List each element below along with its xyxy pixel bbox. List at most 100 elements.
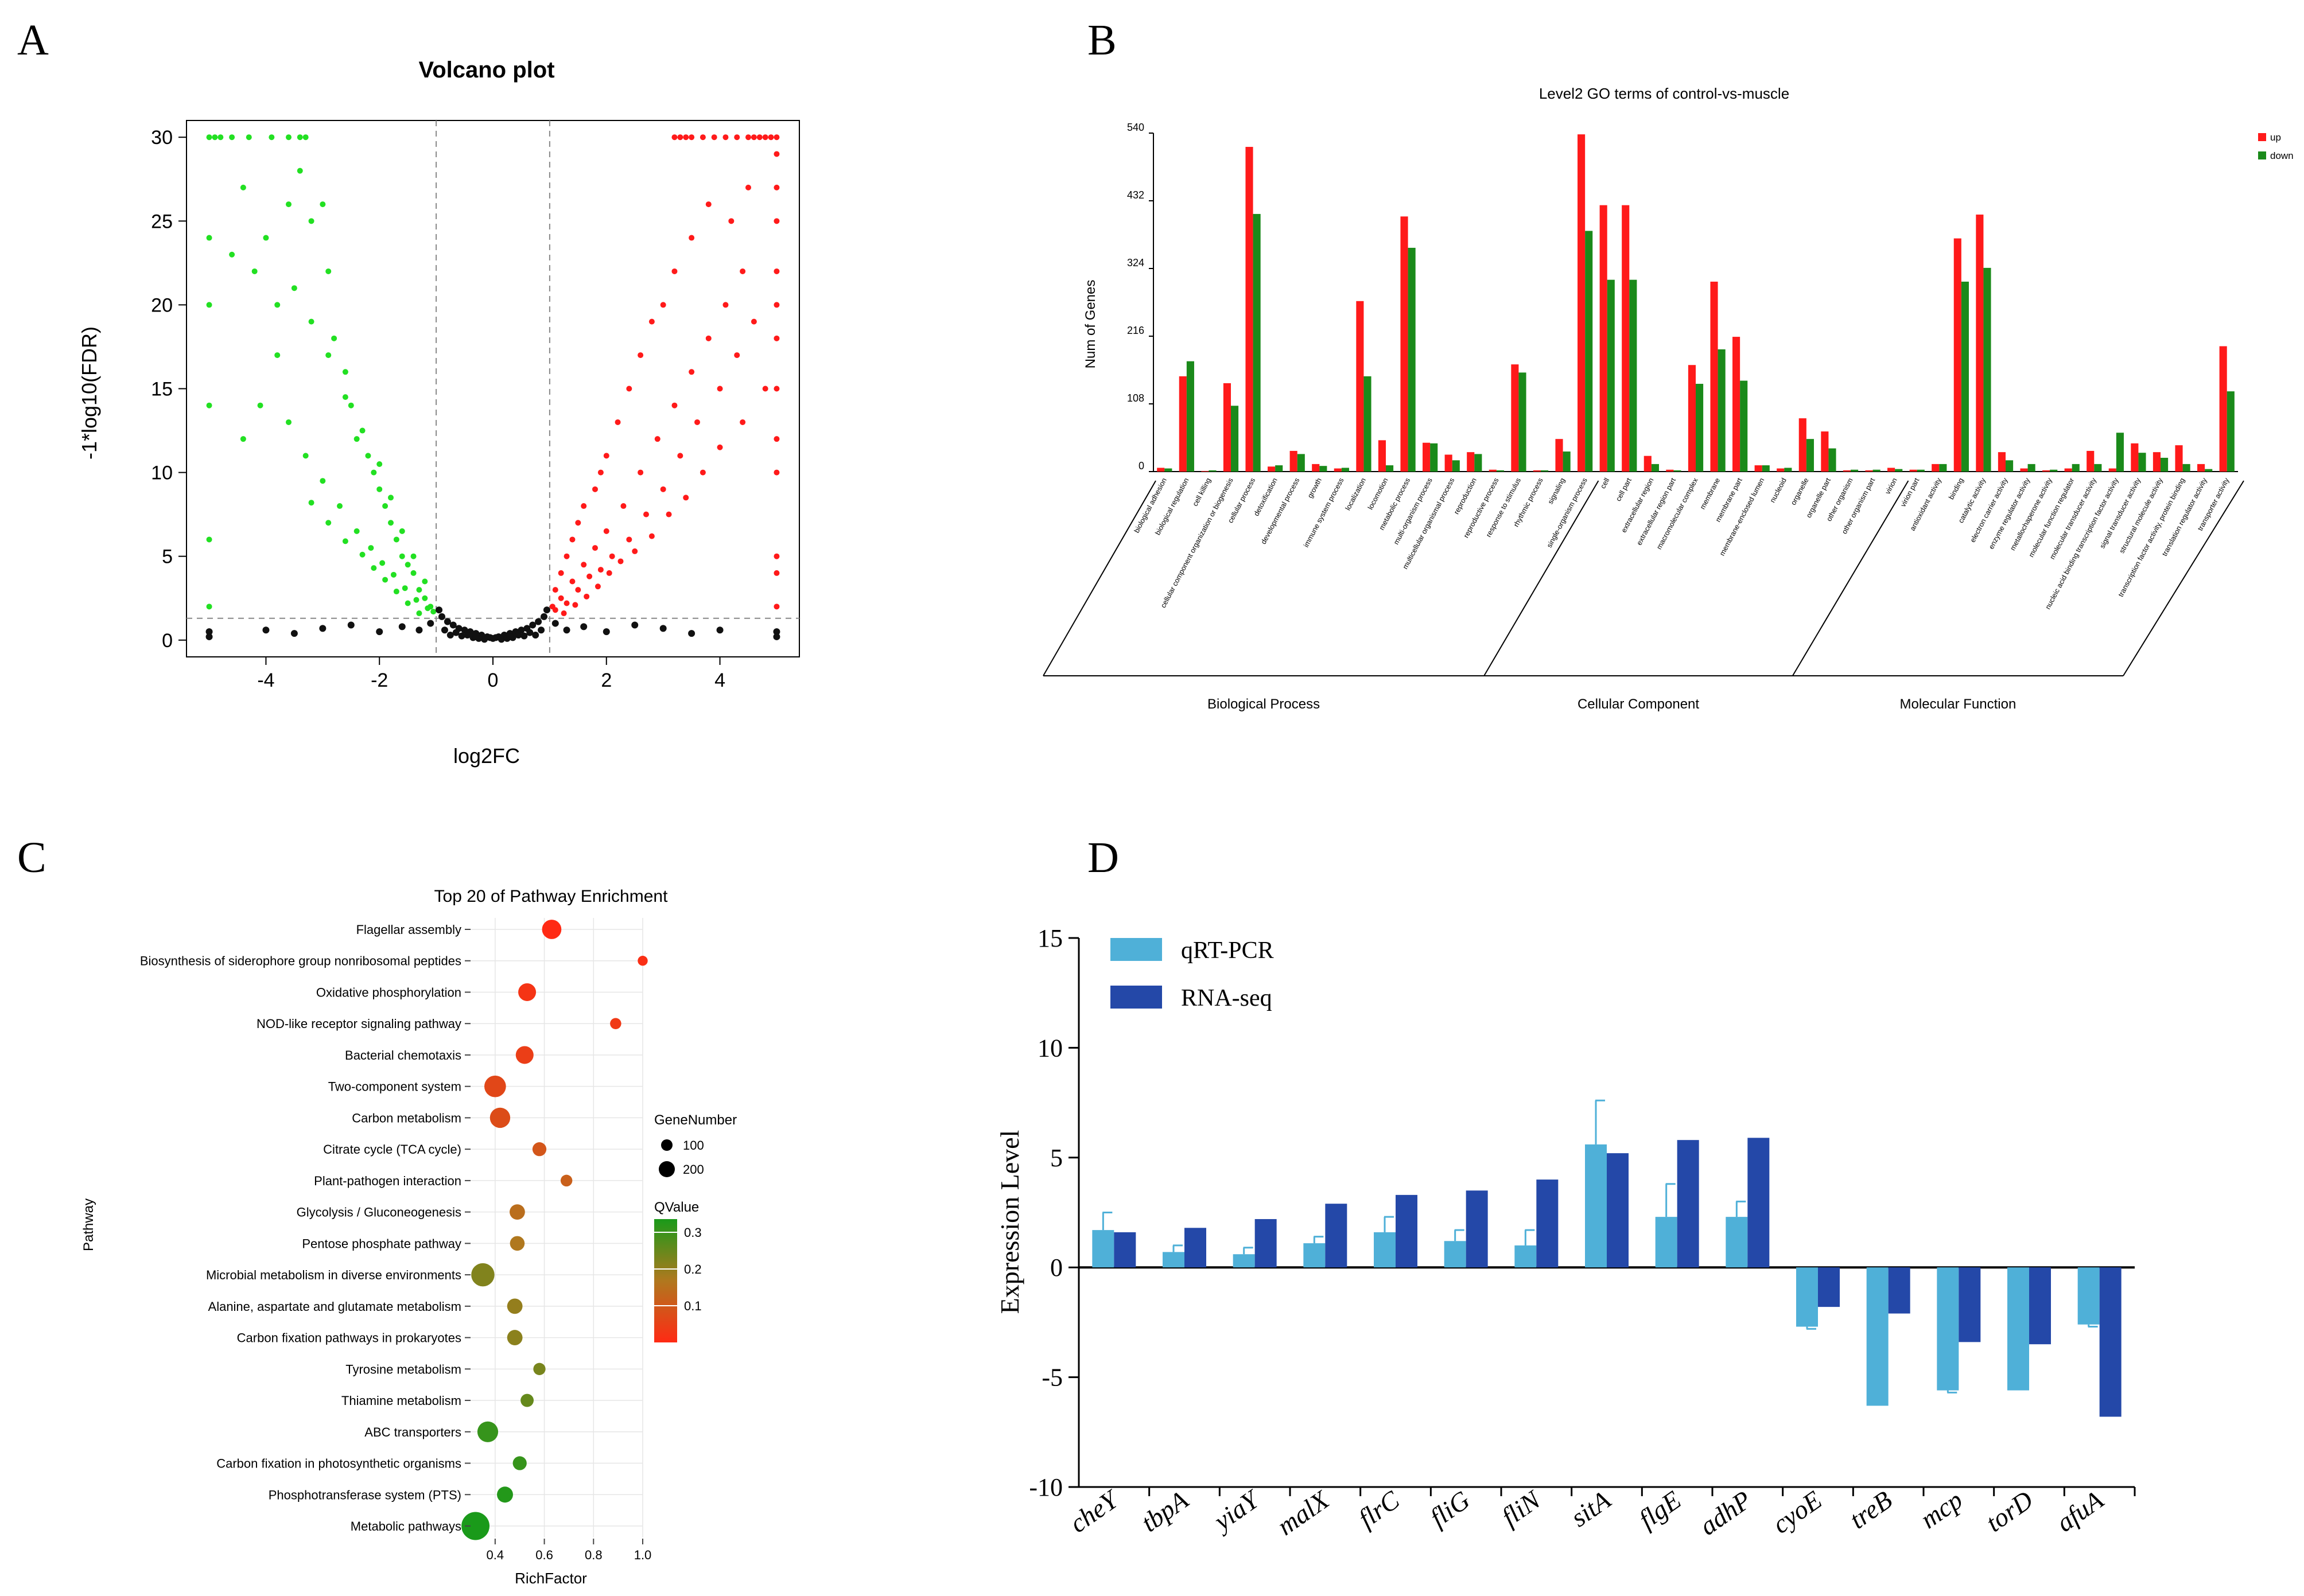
go-category-label: cell killing: [1191, 477, 1213, 508]
volcano-point-down: [240, 436, 246, 442]
pathway-point: [489, 1107, 511, 1128]
pathway-point: [497, 1486, 513, 1503]
pathway-point: [507, 1330, 523, 1345]
go-bar-down: [1917, 469, 1925, 472]
rnaseq-bar: [1396, 1194, 1417, 1268]
go-bar-down: [1341, 468, 1349, 472]
volcano-point-up: [774, 604, 780, 610]
volcano-point-up: [717, 386, 723, 392]
go-y-tick-label: 540: [1127, 122, 1144, 133]
go-groups: Biological Process Cellular Component Mole…: [1043, 480, 2244, 712]
volcano-point-ns: [415, 626, 423, 634]
volcano-point-up: [586, 573, 593, 579]
volcano-point-ns: [563, 626, 570, 634]
volcano-point-up: [745, 184, 751, 190]
rnaseq-bar: [1888, 1267, 1910, 1314]
volcano-point-down: [302, 134, 309, 141]
volcano-point-down: [229, 134, 235, 141]
volcano-point-ns: [464, 632, 471, 639]
volcano-point-up: [762, 386, 768, 392]
go-bar-up: [1511, 364, 1519, 472]
go-bar-down: [2050, 469, 2058, 472]
volcano-point-ns: [773, 633, 780, 640]
volcano-point-down: [390, 571, 397, 578]
rnaseq-bar: [1536, 1180, 1559, 1268]
go-bar-up: [2153, 452, 2161, 472]
go-category-label: nucleoid: [1769, 477, 1788, 504]
pathway-label: Phosphotransferase system (PTS): [269, 1488, 461, 1502]
volcano-point-ns: [543, 606, 550, 614]
volcano-point-down: [393, 536, 399, 543]
go-bar-down: [1895, 469, 1903, 472]
volcano-point-ns: [551, 620, 559, 627]
go-bar-up: [2042, 470, 2050, 472]
volcano-point-up: [734, 134, 740, 141]
volcano-point-up: [740, 419, 746, 425]
volcano-point-up: [774, 386, 780, 392]
volcano-x-tick-label: 0: [488, 669, 499, 691]
pathway-point: [461, 1512, 490, 1540]
go-bar-down: [1828, 448, 1836, 472]
volcano-point-up: [734, 352, 740, 359]
go-bar-up: [1223, 383, 1231, 472]
go-category-label: signaling: [1547, 477, 1567, 505]
volcano-point-up: [660, 302, 666, 308]
volcano-point-up: [581, 562, 587, 568]
volcano-point-ns: [526, 629, 534, 636]
go-bar-down: [1430, 443, 1438, 472]
go-bar-down: [2027, 464, 2035, 472]
go-bar-down: [2205, 469, 2213, 472]
volcano-point-down: [286, 201, 292, 208]
volcano-point-down: [416, 587, 422, 593]
volcano-point-down: [388, 495, 394, 501]
volcano-point-ns: [436, 606, 443, 614]
volcano-point-down: [359, 551, 366, 558]
go-bar-down: [1496, 470, 1504, 472]
volcano-point-down: [422, 595, 428, 601]
pathway-label: Carbon fixation in photosynthetic organi…: [216, 1457, 461, 1471]
volcano-point-up: [648, 533, 655, 539]
volcano-point-ns: [535, 618, 542, 625]
panel-letter-b: B: [1087, 16, 1117, 64]
volcano-point-down: [297, 134, 303, 141]
qpcr-bar: [2007, 1267, 2029, 1391]
go-bar-up: [1489, 469, 1497, 472]
pathway-point: [520, 1393, 534, 1407]
volcano-point-up: [654, 436, 660, 442]
pathway-label: NOD-like receptor signaling pathway: [257, 1017, 461, 1031]
volcano-point-up: [603, 453, 609, 459]
volcano-point-down: [206, 134, 212, 141]
go-ylabel: Num of Genes: [1083, 280, 1098, 369]
volcano-point-down: [325, 268, 332, 274]
volcano-point-ns: [773, 628, 780, 636]
go-bar-up: [1334, 468, 1342, 472]
volcano-point-down: [422, 578, 428, 585]
volcano-y-tick-label: 0: [162, 630, 173, 652]
volcano-point-ns: [520, 632, 528, 640]
pathway-label: Microbial metabolism in diverse environm…: [206, 1268, 461, 1282]
go-category-label: virion: [1883, 477, 1898, 496]
go-bar-down: [1983, 267, 1991, 472]
volcano-point-down: [206, 402, 212, 408]
qpcr-bar: [1514, 1245, 1537, 1268]
volcano-point-up: [774, 184, 780, 190]
volcano-point-down: [206, 604, 212, 610]
pathway-label: Pentose phosphate pathway: [302, 1236, 461, 1251]
volcano-point-up: [700, 134, 706, 141]
volcano-point-down: [291, 285, 297, 291]
go-bar-down: [1629, 279, 1637, 472]
pathway-x-tick-label: 1.0: [634, 1548, 652, 1562]
go-y-tick-label: 0: [1139, 460, 1144, 472]
volcano-y-tick-label: 20: [151, 294, 173, 316]
volcano-point-up: [774, 134, 780, 141]
volcano-point-up: [558, 570, 564, 576]
volcano-point-ns: [398, 623, 406, 630]
volcano-point-down: [263, 235, 269, 241]
pathway-point: [638, 956, 648, 966]
go-category-label: extracellular region part: [1635, 476, 1677, 546]
go-category-label: localization: [1344, 477, 1367, 512]
qpcr-bar: [1796, 1267, 1818, 1327]
volcano-point-ns: [347, 621, 355, 629]
volcano-ylabel: -1*log10(FDR): [77, 326, 101, 460]
pathway-label: Citrate cycle (TCA cycle): [323, 1142, 461, 1157]
